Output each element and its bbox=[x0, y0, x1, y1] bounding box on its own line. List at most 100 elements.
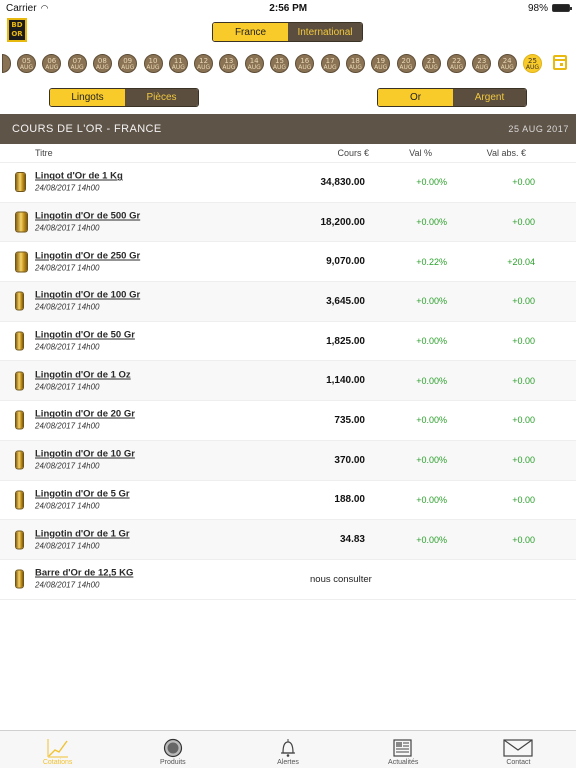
product-name-link[interactable]: Lingotin d'Or de 50 Gr bbox=[35, 329, 135, 341]
date-item[interactable]: 23 AUG bbox=[472, 54, 492, 73]
change-absolute: +0.00 bbox=[512, 177, 535, 188]
tab-international[interactable]: International bbox=[288, 23, 362, 41]
date-item[interactable]: 12 AUG bbox=[194, 54, 214, 73]
table-row[interactable]: Lingotin d'Or de 1 Gr 24/08/2017 14h00 34.… bbox=[0, 520, 576, 560]
date-item[interactable]: 10 AUG bbox=[143, 54, 163, 73]
banner-title: COURS DE L'OR - FRANCE bbox=[12, 123, 162, 135]
table-row[interactable]: Lingot d'Or de 1 Kg 24/08/2017 14h00 34,83… bbox=[0, 163, 576, 203]
date-month: AUG bbox=[424, 64, 438, 71]
date-item[interactable]: 17 AUG bbox=[320, 54, 340, 73]
date-day: 19 bbox=[376, 57, 386, 65]
date-item[interactable]: 22 AUG bbox=[447, 54, 467, 73]
table-row[interactable]: Barre d'Or de 12,5 KG 24/08/2017 14h00 nou… bbox=[0, 560, 576, 600]
product-name-link[interactable]: Lingotin d'Or de 5 Gr bbox=[35, 488, 130, 500]
date-day: 13 bbox=[224, 57, 234, 65]
date-month: AUG bbox=[70, 64, 84, 71]
change-percent: +0.00% bbox=[416, 494, 447, 505]
product-name-link[interactable]: Lingotin d'Or de 20 Gr bbox=[35, 408, 135, 420]
table-row[interactable]: Lingotin d'Or de 250 Gr 24/08/2017 14h00 9… bbox=[0, 242, 576, 283]
change-percent: +0.00% bbox=[416, 375, 447, 386]
product-name-link[interactable]: Lingotin d'Or de 250 Gr bbox=[35, 250, 141, 262]
change-absolute: +0.00 bbox=[512, 494, 535, 505]
envelope-icon bbox=[503, 738, 534, 759]
date-item[interactable]: 16 AUG bbox=[295, 54, 315, 73]
date-month: AUG bbox=[348, 64, 362, 71]
product-name-link[interactable]: Barre d'Or de 12,5 KG bbox=[35, 567, 134, 579]
date-month: AUG bbox=[197, 64, 211, 71]
table-row[interactable]: Lingotin d'Or de 5 Gr 24/08/2017 14h00 188… bbox=[0, 481, 576, 521]
product-name-link[interactable]: Lingot d'Or de 1 Kg bbox=[35, 170, 123, 182]
date-item[interactable]: 05 AUG bbox=[17, 54, 36, 73]
header-pct: Val % bbox=[409, 148, 432, 158]
table-row[interactable]: Lingotin d'Or de 100 Gr 24/08/2017 14h00 3… bbox=[0, 282, 576, 322]
date-month: AUG bbox=[272, 64, 287, 71]
tab-pieces[interactable]: Pièces bbox=[125, 89, 198, 106]
date-day: 06 bbox=[47, 57, 57, 65]
date-day: 24 bbox=[502, 57, 512, 65]
product-name-link[interactable]: Lingotin d'Or de 500 Gr bbox=[35, 210, 141, 222]
date-item[interactable]: 21 AUG bbox=[421, 54, 441, 73]
date-day: 14 bbox=[249, 57, 259, 65]
date-item[interactable]: 06 AUG bbox=[42, 54, 62, 73]
tab-lingots[interactable]: Lingots bbox=[50, 89, 125, 106]
date-item[interactable]: 18 AUG bbox=[345, 54, 365, 73]
carrier-label: Carrier bbox=[6, 2, 37, 14]
quote-timestamp: 24/08/2017 14h00 bbox=[35, 421, 100, 431]
date-item[interactable]: 25 AUG bbox=[523, 54, 542, 73]
header-abs: Val abs. € bbox=[486, 148, 526, 158]
date-item[interactable]: 20 AUG bbox=[396, 54, 416, 73]
change-percent: +0.00% bbox=[416, 296, 447, 307]
date-month: AUG bbox=[374, 64, 388, 71]
price-value: 18,200.00 bbox=[320, 216, 366, 228]
date-item[interactable]: 13 AUG bbox=[219, 54, 239, 73]
tab-produits[interactable]: Produits bbox=[115, 731, 230, 768]
price-value: 188.00 bbox=[334, 494, 365, 506]
quote-timestamp: 24/08/2017 14h00 bbox=[35, 223, 100, 233]
date-item[interactable]: 07 AUG bbox=[67, 54, 87, 73]
quote-timestamp: 24/08/2017 14h00 bbox=[35, 580, 100, 590]
product-name-link[interactable]: Lingotin d'Or de 100 Gr bbox=[35, 289, 141, 301]
tab-alertes[interactable]: Alertes bbox=[230, 731, 345, 768]
date-item[interactable]: 14 AUG bbox=[244, 54, 264, 73]
change-absolute: +0.00 bbox=[512, 455, 535, 466]
tab-argent[interactable]: Argent bbox=[453, 89, 526, 106]
gold-bar-icon bbox=[16, 292, 23, 310]
gold-bar-icon bbox=[16, 212, 27, 232]
table-row[interactable]: Lingotin d'Or de 50 Gr 24/08/2017 14h00 1,… bbox=[0, 322, 576, 362]
change-absolute: +0.00 bbox=[512, 296, 535, 307]
date-day: 07 bbox=[72, 57, 82, 65]
battery-percent: 98% bbox=[527, 2, 548, 14]
change-percent: +0.00% bbox=[416, 336, 447, 347]
date-day: 11 bbox=[173, 57, 183, 65]
calendar-icon[interactable] bbox=[553, 55, 567, 70]
table-row[interactable]: Lingotin d'Or de 1 Oz 24/08/2017 14h00 1,1… bbox=[0, 361, 576, 402]
product-type-switch: Lingots Pièces bbox=[49, 88, 199, 107]
tab-cotations[interactable]: Cotations bbox=[0, 731, 115, 768]
date-item[interactable]: 08 AUG bbox=[92, 54, 112, 73]
tab-or[interactable]: Or bbox=[378, 89, 453, 106]
table-row[interactable]: Lingotin d'Or de 10 Gr 24/08/2017 14h00 37… bbox=[0, 440, 576, 481]
tab-contact[interactable]: Contact bbox=[461, 731, 576, 768]
date-item[interactable]: 11 AUG bbox=[168, 54, 188, 73]
date-item[interactable]: 09 AUG bbox=[118, 54, 138, 73]
product-name-link[interactable]: Lingotin d'Or de 1 Gr bbox=[35, 528, 130, 540]
price-value: 9,070.00 bbox=[326, 256, 365, 268]
quote-timestamp: 24/08/2017 14h00 bbox=[35, 382, 100, 392]
product-name-link[interactable]: Lingotin d'Or de 1 Oz bbox=[35, 369, 131, 381]
date-month: AUG bbox=[95, 64, 109, 71]
date-item[interactable]: 15 AUG bbox=[270, 54, 289, 73]
table-row[interactable]: Lingotin d'Or de 20 Gr 24/08/2017 14h00 73… bbox=[0, 401, 576, 441]
table-row[interactable]: Lingotin d'Or de 500 Gr 24/08/2017 14h00 1… bbox=[0, 202, 576, 243]
date-month: AUG bbox=[475, 64, 489, 71]
quote-timestamp: 24/08/2017 14h00 bbox=[35, 263, 100, 273]
date-month: AUG bbox=[525, 64, 540, 71]
gold-bar-icon bbox=[16, 451, 23, 469]
tab-actualits[interactable]: Actualités bbox=[346, 731, 461, 768]
date-month: AUG bbox=[247, 64, 261, 71]
date-item[interactable] bbox=[2, 54, 11, 73]
date-item[interactable]: 19 AUG bbox=[371, 54, 391, 73]
product-name-link[interactable]: Lingotin d'Or de 10 Gr bbox=[35, 448, 135, 460]
tab-france[interactable]: France bbox=[213, 23, 288, 41]
date-item[interactable]: 24 AUG bbox=[497, 54, 517, 73]
